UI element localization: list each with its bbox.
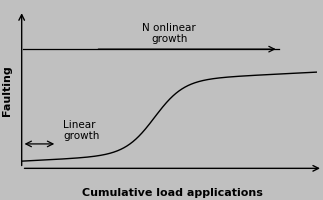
Text: Linear
growth: Linear growth (63, 119, 99, 141)
Text: Cumulative load applications: Cumulative load applications (82, 187, 263, 197)
Text: N onlinear
growth: N onlinear growth (142, 23, 196, 44)
Text: Faulting: Faulting (2, 65, 12, 115)
